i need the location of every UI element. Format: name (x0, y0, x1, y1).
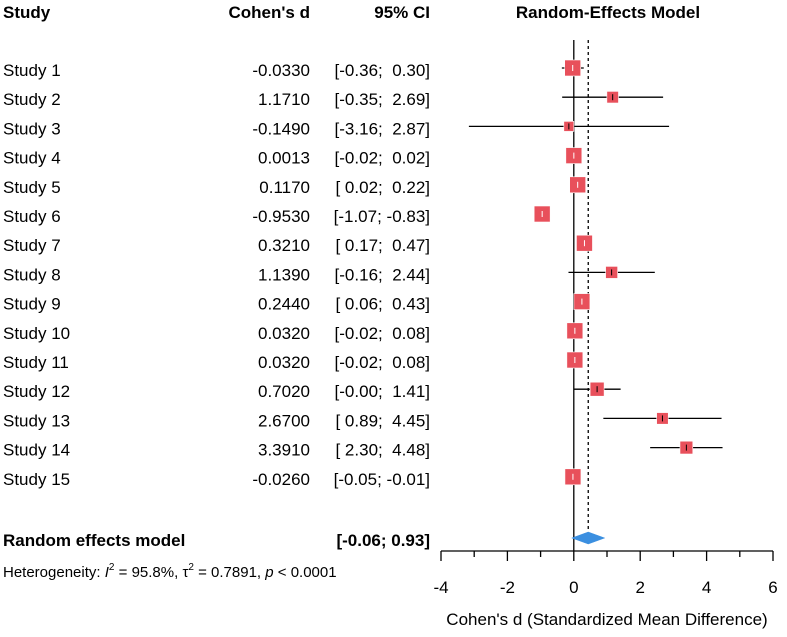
study-cohens-d: 0.0320 (258, 324, 310, 343)
study-cohens-d: 0.2440 (258, 295, 310, 314)
plot-area: -4 -2 0 2 4 6 (433, 40, 778, 597)
i2-symbol: I (105, 564, 109, 581)
heterogeneity-prefix: Heterogeneity: (3, 564, 105, 581)
tau-value: = 0.7891, (194, 564, 265, 581)
study-ci: [-3.16; 2.87] (335, 119, 430, 138)
heterogeneity-line: Heterogeneity: I2 = 95.8%, τ2 = 0.7891, … (3, 562, 337, 581)
x-axis-label: Cohen's d (Standardized Mean Difference) (446, 610, 767, 629)
study-ci: [ 2.30; 4.48] (335, 441, 430, 460)
study-marker-group (576, 234, 593, 252)
study-name: Study 5 (3, 178, 61, 197)
x-tick-label: 6 (768, 578, 777, 597)
header-95-ci: 95% CI (374, 3, 430, 22)
tau-symbol: τ (182, 564, 188, 581)
study-name: Study 2 (3, 90, 61, 109)
study-name: Study 6 (3, 207, 61, 226)
study-ci: [ 0.17; 0.47] (335, 236, 430, 255)
study-marker-group (564, 468, 582, 486)
study-cohens-d: 0.7020 (258, 382, 310, 401)
study-marker-group (468, 121, 670, 132)
study-name: Study 8 (3, 265, 61, 284)
study-marker-group (568, 266, 655, 279)
study-name: Study 7 (3, 236, 61, 255)
study-ci: [-0.35; 2.69] (335, 90, 430, 109)
study-ci: [-1.07; -0.83] (334, 207, 430, 226)
x-tick-label: -4 (433, 578, 448, 597)
study-ci: [-0.16; 2.44] (335, 265, 430, 284)
study-cohens-d: 0.3210 (258, 236, 310, 255)
study-marker-group (561, 59, 584, 77)
study-cohens-d: -0.0260 (252, 470, 310, 489)
tau-exponent: 2 (188, 562, 194, 573)
study-name: Study 12 (3, 382, 70, 401)
study-ci: [-0.02; 0.02] (335, 149, 430, 168)
study-ci: [ 0.02; 0.22] (335, 178, 430, 197)
study-name: Study 4 (3, 149, 61, 168)
study-marker-group (562, 91, 664, 104)
study-ci: [ 0.89; 4.45] (335, 411, 430, 430)
study-cohens-d: 2.6700 (258, 411, 310, 430)
study-name: Study 1 (3, 61, 61, 80)
study-ci: [ 0.06; 0.43] (335, 295, 430, 314)
study-name: Study 11 (3, 353, 69, 372)
study-ci: [-0.05; -0.01] (334, 470, 430, 489)
study-cohens-d: 0.0320 (258, 353, 310, 372)
study-marker-group (566, 322, 584, 340)
summary-label: Random effects model (3, 531, 185, 550)
study-marker-group (573, 293, 591, 310)
study-marker-group (650, 440, 723, 455)
x-tick-label: -2 (500, 578, 515, 597)
study-cohens-d: 1.1710 (258, 90, 310, 109)
x-tick-label: 0 (569, 578, 578, 597)
study-cohens-d: -0.0330 (252, 61, 310, 80)
study-name: Study 10 (3, 324, 70, 343)
study-marker-group (565, 147, 583, 164)
header-model-title: Random-Effects Model (516, 3, 700, 22)
study-name: Study 3 (3, 119, 61, 138)
study-marker-group (603, 412, 722, 425)
p-value: < 0.0001 (274, 564, 337, 581)
study-cohens-d: -0.1490 (252, 119, 310, 138)
p-symbol: p (264, 564, 273, 581)
study-cohens-d: 0.1170 (259, 178, 310, 197)
header-study: Study (3, 3, 51, 22)
study-cohens-d: -0.9530 (252, 207, 310, 226)
x-tick-label: 2 (635, 578, 644, 597)
x-tick-label: 4 (702, 578, 711, 597)
study-marker-group (573, 381, 621, 397)
summary-diamond (571, 531, 606, 545)
study-ci: [-0.02; 0.08] (335, 324, 430, 343)
study-name: Study 13 (3, 411, 70, 430)
study-rows: Study 1 -0.0330 [-0.36; 0.30] Study 2 1.1710… (3, 61, 430, 489)
study-cohens-d: 0.0013 (258, 149, 310, 168)
study-cohens-d: 3.3910 (258, 441, 310, 460)
study-ci: [-0.36; 0.30] (335, 61, 430, 80)
study-name: Study 15 (3, 470, 70, 489)
study-marker-group (533, 205, 551, 223)
study-name: Study 9 (3, 295, 61, 314)
header-cohens-d: Cohen's d (229, 3, 311, 22)
i2-exponent: 2 (109, 562, 115, 573)
study-ci: [-0.00; 1.41] (335, 382, 430, 401)
study-cohens-d: 1.1390 (258, 265, 310, 284)
study-ci: [-0.02; 0.08] (335, 353, 430, 372)
study-marker-group (566, 351, 584, 369)
summary-ci: [-0.06; 0.93] (336, 531, 430, 550)
study-marker-group (569, 176, 586, 194)
study-name: Study 14 (3, 441, 70, 460)
i2-value: = 95.8%, (114, 564, 182, 581)
